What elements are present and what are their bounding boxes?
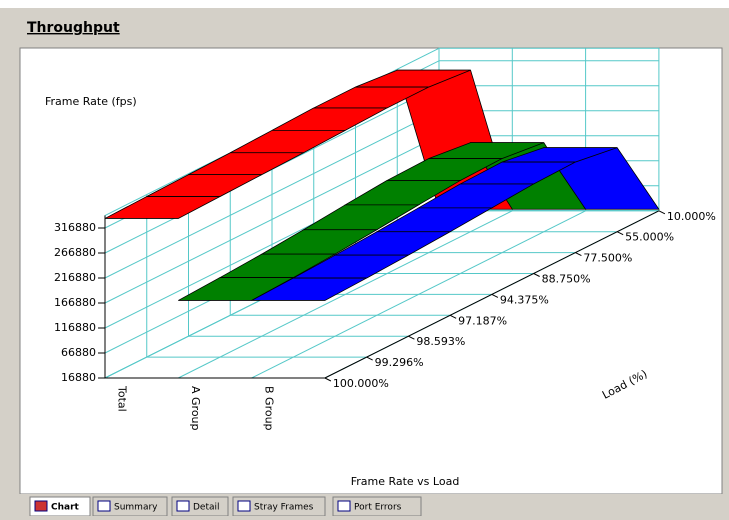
z-tick	[491, 293, 499, 298]
y-tick-label: 266880	[54, 246, 96, 259]
header-title: Throughput	[27, 20, 120, 36]
z-tick	[449, 314, 457, 319]
z-tick-label: 10.000%	[667, 210, 716, 223]
z-tick	[575, 252, 582, 257]
chart-title: Frame Rate vs Load	[351, 475, 460, 488]
z-tick-label: 100.000%	[333, 377, 389, 390]
z-tick	[616, 231, 624, 236]
tab-icon	[237, 500, 251, 512]
x-tick-label: B Group	[262, 386, 275, 431]
grid-line	[104, 110, 440, 279]
y-axis-label: Frame Rate (fps)	[45, 95, 137, 108]
floor-column-line	[178, 210, 513, 379]
x-tick-label: Total	[116, 385, 129, 412]
y-tick-label: 16880	[61, 371, 96, 384]
z-tick	[658, 210, 666, 215]
tab-label[interactable]: Stray Frames	[254, 503, 314, 513]
y-tick-label: 116880	[54, 321, 96, 334]
z-tick-label: 99.296%	[375, 356, 424, 369]
y-tick-label: 216880	[54, 271, 96, 284]
tab-label[interactable]: Port Errors	[354, 503, 402, 513]
tab-label[interactable]: Chart	[51, 503, 80, 513]
z-tick-label: 77.500%	[583, 252, 632, 265]
y-tick-label: 316880	[54, 221, 96, 234]
z-tick-label: 55.000%	[625, 231, 674, 244]
grid-line	[104, 135, 440, 304]
z-tick-label: 97.187%	[458, 314, 507, 327]
header-bar	[0, 8, 729, 48]
tab-label[interactable]: Detail	[193, 503, 220, 513]
top-strip	[0, 0, 729, 8]
z-tick	[366, 356, 373, 361]
tab-icon	[34, 500, 48, 512]
z-tick	[324, 377, 332, 382]
z-tick-label: 98.593%	[416, 335, 465, 348]
z-tick	[533, 273, 540, 277]
z-tick-label: 94.375%	[500, 293, 549, 306]
tab-label[interactable]: Summary	[114, 503, 158, 513]
y-tick-label: 166880	[54, 296, 96, 309]
tab-icon	[337, 500, 351, 512]
z-tick	[408, 335, 415, 340]
x-tick-label: A Group	[189, 386, 202, 431]
z-tick-label: 88.750%	[542, 273, 591, 286]
tab-icon	[176, 500, 190, 512]
ribbon-segment	[104, 196, 221, 219]
tab-icon	[97, 500, 111, 512]
ribbon-segment	[251, 277, 367, 301]
y-tick-label: 66880	[61, 346, 96, 359]
floor-column-line	[251, 210, 586, 379]
